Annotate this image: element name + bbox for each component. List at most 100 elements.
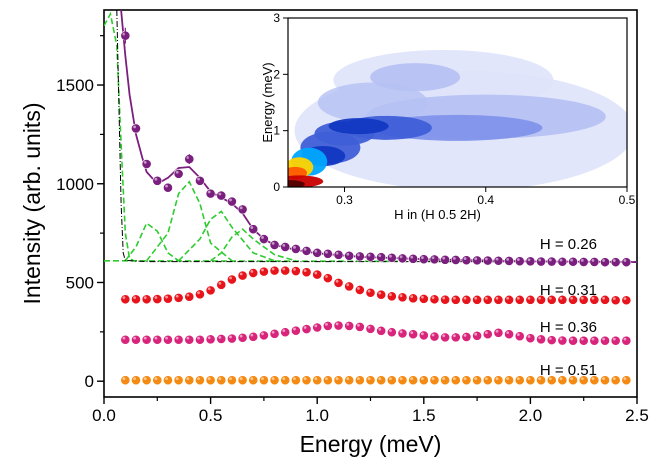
- data-point: [514, 256, 525, 267]
- inset-y-tick-label: 0: [273, 180, 280, 194]
- data-point: [301, 245, 312, 256]
- data-point: [248, 375, 259, 386]
- data-point-highlight: [229, 198, 232, 202]
- data-point: [205, 285, 216, 296]
- inset-x-axis-title: H in (H 0.5 2H): [394, 207, 481, 222]
- data-point: [173, 168, 184, 179]
- data-point: [280, 242, 291, 252]
- data-point-highlight: [495, 377, 499, 381]
- data-point: [504, 375, 514, 386]
- data-point-highlight: [623, 337, 627, 341]
- data-point: [365, 287, 376, 298]
- data-point: [195, 375, 205, 386]
- data-point-highlight: [346, 322, 350, 326]
- data-point: [195, 289, 205, 300]
- data-point-highlight: [399, 294, 403, 298]
- data-point-highlight: [165, 336, 168, 340]
- data-point: [269, 328, 280, 339]
- data-point: [429, 331, 440, 342]
- data-point: [322, 273, 333, 284]
- data-point: [354, 251, 365, 262]
- data-point-highlight: [516, 296, 520, 300]
- data-point-highlight: [314, 271, 318, 275]
- data-point-highlight: [186, 377, 190, 381]
- data-point-highlight: [186, 336, 190, 340]
- data-point-highlight: [239, 377, 243, 381]
- data-point-highlight: [463, 377, 467, 381]
- data-point: [397, 292, 408, 303]
- data-point-highlight: [570, 377, 574, 381]
- x-tick-label: 0.5: [199, 406, 223, 425]
- data-point: [408, 329, 419, 340]
- data-point-highlight: [271, 377, 275, 381]
- data-point-highlight: [122, 32, 126, 36]
- data-point: [269, 240, 280, 250]
- data-point-highlight: [314, 377, 318, 381]
- data-point-highlight: [314, 249, 318, 253]
- data-point: [365, 323, 376, 334]
- heatmap-cell: [328, 118, 389, 135]
- data-point: [440, 294, 451, 305]
- data-point: [120, 294, 131, 305]
- data-point-highlight: [303, 247, 307, 251]
- data-point-highlight: [527, 258, 531, 262]
- heatmap-layer: [288, 49, 627, 187]
- data-point: [344, 375, 355, 386]
- series-label: H = 0.36: [540, 319, 597, 336]
- data-point-highlight: [591, 337, 595, 341]
- data-point-highlight: [239, 206, 243, 210]
- data-point-highlight: [452, 256, 456, 260]
- data-point-highlight: [293, 268, 296, 271]
- data-point: [472, 330, 482, 341]
- data-point: [376, 289, 387, 300]
- data-point-highlight: [602, 377, 606, 381]
- data-point: [536, 334, 546, 345]
- data-point: [120, 375, 131, 386]
- data-point: [173, 334, 184, 345]
- series-label: H = 0.51: [540, 362, 597, 379]
- x-tick-label: 0.0: [92, 406, 116, 425]
- data-point: [290, 325, 301, 336]
- data-point-highlight: [527, 377, 531, 381]
- data-point: [290, 244, 301, 254]
- data-point-highlight: [421, 256, 424, 259]
- data-point: [237, 204, 248, 215]
- data-point: [450, 294, 461, 305]
- data-point: [482, 375, 493, 386]
- data-point-highlight: [410, 255, 414, 259]
- data-point: [600, 257, 610, 268]
- data-point-highlight: [197, 377, 200, 381]
- data-point-highlight: [261, 332, 264, 336]
- data-point: [248, 268, 259, 278]
- data-point-highlight: [378, 327, 382, 331]
- data-point: [152, 294, 163, 304]
- data-point-highlight: [452, 296, 456, 300]
- data-point: [365, 375, 376, 386]
- data-point: [493, 294, 504, 305]
- data-point: [163, 293, 173, 304]
- data-point-highlight: [293, 245, 296, 249]
- series-label: H = 0.31: [540, 282, 597, 299]
- data-point: [376, 252, 387, 263]
- data-point-highlight: [325, 250, 328, 254]
- data-point-highlight: [623, 377, 627, 381]
- data-point: [141, 375, 152, 386]
- data-point: [610, 375, 621, 386]
- data-point-highlight: [442, 377, 446, 381]
- data-point: [525, 294, 536, 305]
- data-point: [344, 281, 355, 292]
- data-point: [514, 294, 525, 305]
- data-point: [269, 265, 280, 276]
- data-point-highlight: [559, 337, 563, 341]
- data-point: [163, 182, 173, 193]
- data-point-highlight: [548, 377, 552, 381]
- data-point: [205, 188, 216, 199]
- data-point: [237, 375, 248, 386]
- data-point: [376, 325, 387, 336]
- data-point-highlight: [421, 295, 424, 299]
- data-point-highlight: [506, 377, 510, 381]
- data-point: [195, 334, 205, 345]
- data-point: [163, 375, 173, 386]
- data-point: [258, 266, 269, 277]
- data-point-highlight: [207, 336, 211, 340]
